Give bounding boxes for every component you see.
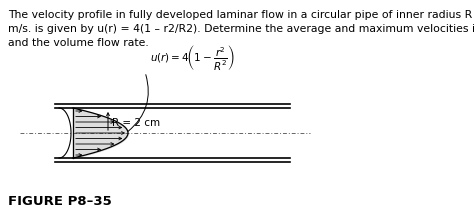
- Text: m/s. is given by u(r) = 4(1 – r2/R2). Determine the average and maximum velociti: m/s. is given by u(r) = 4(1 – r2/R2). De…: [8, 24, 474, 34]
- Text: $u(r)=4\!\left(1-\dfrac{r^2}{R^2}\right)$: $u(r)=4\!\left(1-\dfrac{r^2}{R^2}\right)…: [150, 43, 235, 72]
- Text: and the volume flow rate.: and the volume flow rate.: [8, 38, 149, 48]
- Text: FIGURE P8–35: FIGURE P8–35: [8, 195, 112, 208]
- Text: R = 2 cm: R = 2 cm: [112, 118, 160, 128]
- Text: The velocity profile in fully developed laminar flow in a circular pipe of inner: The velocity profile in fully developed …: [8, 10, 474, 20]
